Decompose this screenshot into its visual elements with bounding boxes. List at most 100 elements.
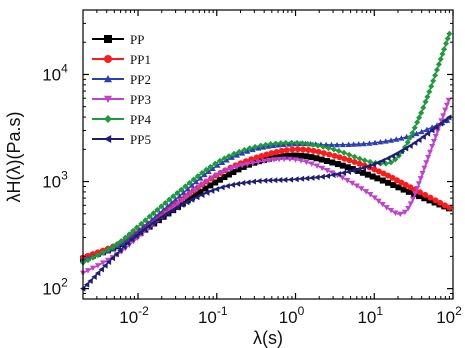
point [155, 216, 161, 223]
point [216, 157, 223, 164]
point [133, 224, 140, 231]
point [429, 127, 435, 134]
point [294, 139, 301, 146]
point [244, 148, 251, 154]
legend-item-pp1: PP1 [92, 52, 151, 67]
point [427, 194, 434, 201]
point [398, 135, 405, 141]
point [363, 189, 370, 195]
point [393, 177, 400, 184]
point [416, 137, 422, 144]
point [441, 202, 448, 209]
point [334, 161, 341, 168]
point [377, 139, 384, 145]
point [437, 120, 444, 127]
point [402, 145, 409, 152]
point [423, 126, 430, 132]
point [105, 258, 112, 265]
point [214, 162, 221, 168]
point [262, 141, 269, 148]
point [225, 153, 232, 160]
point [305, 147, 312, 154]
point [371, 166, 378, 173]
point [194, 173, 201, 180]
point [287, 176, 294, 183]
point [205, 168, 212, 174]
point [418, 109, 425, 116]
point [199, 169, 206, 176]
point [303, 159, 310, 166]
point [265, 143, 272, 149]
point [84, 257, 91, 264]
point [266, 177, 273, 184]
point [308, 154, 315, 161]
point [292, 157, 299, 163]
legend-item-pp5: PP5 [92, 132, 151, 147]
point [193, 178, 200, 185]
point [385, 155, 391, 162]
point [446, 204, 453, 211]
legend-item-pp3: PP3 [92, 92, 151, 107]
point [253, 154, 260, 161]
point [407, 142, 413, 149]
point [422, 191, 429, 198]
point [393, 136, 400, 142]
point [325, 145, 332, 152]
series-pp4 [80, 30, 453, 266]
point [102, 262, 108, 269]
point [446, 114, 452, 121]
point [432, 197, 439, 204]
point [239, 180, 246, 187]
point [276, 153, 283, 160]
legend-marker [104, 55, 112, 63]
point [105, 257, 112, 264]
point [335, 147, 342, 154]
point [256, 178, 262, 185]
point [309, 141, 316, 148]
point [133, 232, 139, 239]
point [441, 117, 448, 124]
point [94, 252, 101, 259]
point [197, 188, 204, 195]
point [344, 164, 351, 171]
point [421, 195, 428, 202]
point [346, 157, 353, 164]
point [223, 157, 230, 163]
legend-item-pp4: PP4 [92, 112, 151, 127]
point [98, 266, 104, 273]
point [411, 139, 418, 146]
point [395, 184, 402, 191]
point [445, 97, 452, 104]
point [171, 204, 178, 210]
point [329, 170, 336, 176]
x-tick-label: 10-1 [198, 304, 228, 327]
point [282, 139, 289, 146]
point [409, 196, 416, 203]
point [172, 196, 179, 202]
point [239, 150, 246, 156]
point [168, 199, 175, 206]
point [289, 146, 296, 153]
point [375, 198, 382, 205]
point [398, 179, 405, 186]
point [122, 234, 129, 241]
point [252, 143, 259, 150]
point [207, 163, 214, 170]
point [105, 246, 112, 253]
point [281, 176, 288, 183]
point [346, 151, 353, 158]
point [432, 72, 439, 79]
point [94, 270, 101, 277]
point [319, 165, 326, 172]
point [280, 141, 287, 148]
point [401, 209, 408, 216]
point [294, 146, 301, 153]
point [199, 191, 205, 198]
legend-label: PP [130, 32, 144, 47]
point [424, 93, 431, 100]
point [194, 194, 200, 201]
point [416, 114, 423, 121]
point [409, 129, 416, 136]
series-layer [80, 30, 453, 292]
point [137, 229, 143, 236]
